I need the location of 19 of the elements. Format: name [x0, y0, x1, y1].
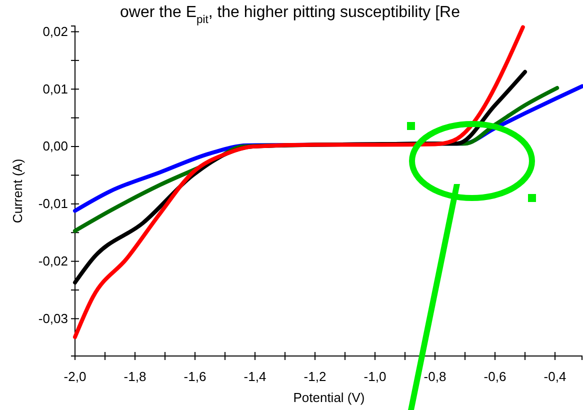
x-tick-label: -2,0	[64, 369, 86, 384]
x-tick-label: -0,8	[424, 369, 446, 384]
x-tick-label: -0,6	[484, 369, 506, 384]
x-tick-label: -1,6	[184, 369, 206, 384]
y-tick-label: 0,02	[42, 24, 68, 39]
y-tick-label: -0,02	[38, 253, 68, 268]
x-axis-title: Potential (V)	[293, 390, 365, 405]
y-tick-label: 0,00	[42, 138, 68, 154]
y-tick-label: -0,03	[38, 310, 68, 326]
y-tick-label: -0,01	[38, 196, 68, 212]
x-tick-label: -1,8	[124, 369, 146, 384]
text: ower the E$_{pit}$, the higher pitting susceptibility [Re	[120, 4, 460, 26]
y-axis-title: Current (A)	[10, 158, 25, 224]
x-tick-label: -1,2	[304, 369, 326, 384]
line-series	[73, 25, 525, 340]
x-tick-label: -1,0	[364, 369, 386, 384]
x-tick-label: -1,4	[244, 369, 266, 384]
x-tick-label: -0,4	[544, 369, 566, 384]
y-tick-label: 0,01	[42, 81, 68, 96]
